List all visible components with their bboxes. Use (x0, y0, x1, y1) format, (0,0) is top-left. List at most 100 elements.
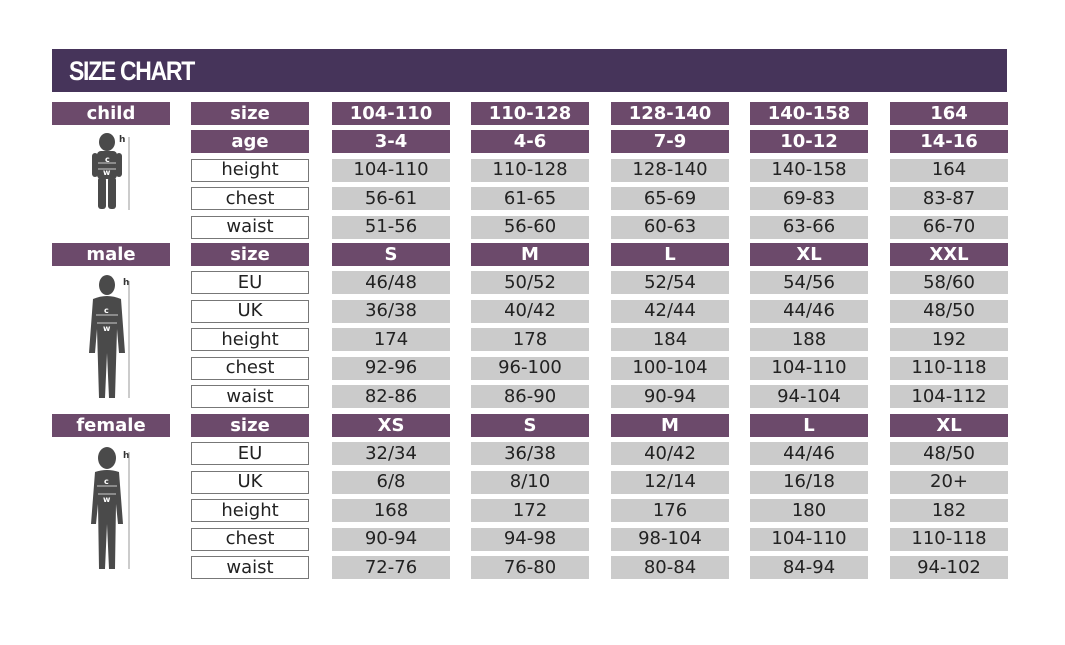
section-label-male: male (52, 243, 170, 266)
table-cell: 92-96 (332, 356, 450, 380)
svg-text:h: h (123, 451, 129, 461)
table-cell: 66-70 (890, 215, 1008, 239)
table-cell: 174 (332, 328, 450, 352)
table-cell: 14-16 (890, 130, 1008, 154)
table-cell: 48/50 (890, 299, 1008, 323)
table-cell: M (611, 414, 729, 437)
table-cell: 110-118 (890, 527, 1008, 551)
table-cell: 40/42 (471, 299, 589, 323)
row-label-eu: EU (191, 271, 309, 295)
svg-text:h: h (119, 135, 125, 145)
table-cell: 72-76 (332, 556, 450, 579)
svg-text:c: c (104, 306, 109, 315)
table-cell: 69-83 (750, 187, 868, 211)
svg-text:w: w (103, 495, 111, 504)
table-cell: 128-140 (611, 158, 729, 182)
table-cell: 46/48 (332, 271, 450, 295)
table-cell: XL (890, 414, 1008, 437)
table-cell: 96-100 (471, 356, 589, 380)
table-cell: 100-104 (611, 356, 729, 380)
table-cell: 65-69 (611, 187, 729, 211)
table-cell: 110-118 (890, 356, 1008, 380)
svg-text:w: w (103, 168, 111, 177)
table-cell: 76-80 (471, 556, 589, 579)
table-cell: 110-128 (471, 102, 589, 125)
table-cell: 61-65 (471, 187, 589, 211)
table-cell: 164 (890, 158, 1008, 182)
table-cell: 12/14 (611, 470, 729, 494)
table-cell: 104-112 (890, 385, 1008, 408)
table-cell: 140-158 (750, 158, 868, 182)
svg-text:w: w (103, 324, 111, 333)
table-cell: 7-9 (611, 130, 729, 154)
row-label-height: height (191, 499, 309, 523)
table-cell: 56-60 (471, 215, 589, 239)
table-cell: S (332, 243, 450, 266)
table-cell: 16/18 (750, 470, 868, 494)
table-cell: 192 (890, 328, 1008, 352)
row-label-uk: UK (191, 470, 309, 494)
table-cell: 94-104 (750, 385, 868, 408)
row-label-chest: chest (191, 527, 309, 551)
table-cell: 40/42 (611, 442, 729, 466)
table-cell: 83-87 (890, 187, 1008, 211)
table-cell: 44/46 (750, 299, 868, 323)
table-cell: 10-12 (750, 130, 868, 154)
table-cell: 42/44 (611, 299, 729, 323)
table-cell: 48/50 (890, 442, 1008, 466)
table-cell: 128-140 (611, 102, 729, 125)
table-cell: 168 (332, 499, 450, 523)
table-cell: 54/56 (750, 271, 868, 295)
table-cell: 63-66 (750, 215, 868, 239)
table-cell: 84-94 (750, 556, 868, 579)
table-cell: 80-84 (611, 556, 729, 579)
table-cell: L (750, 414, 868, 437)
table-cell: 94-98 (471, 527, 589, 551)
table-cell: M (471, 243, 589, 266)
table-cell: 60-63 (611, 215, 729, 239)
table-cell: 3-4 (332, 130, 450, 154)
table-cell: 104-110 (750, 356, 868, 380)
table-cell: 104-110 (332, 102, 450, 125)
table-cell: 104-110 (332, 158, 450, 182)
row-label-height: height (191, 158, 309, 182)
table-cell: 82-86 (332, 385, 450, 408)
row-label-age: age (191, 130, 309, 154)
row-label-waist: waist (191, 385, 309, 408)
row-label-chest: chest (191, 356, 309, 380)
table-cell: 164 (890, 102, 1008, 125)
table-cell: 20+ (890, 470, 1008, 494)
table-cell: L (611, 243, 729, 266)
section-label-female: female (52, 414, 170, 437)
table-cell: 4-6 (471, 130, 589, 154)
table-cell: XL (750, 243, 868, 266)
header-bar: SIZE CHART (52, 49, 1007, 92)
table-cell: S (471, 414, 589, 437)
row-label-size: size (191, 414, 309, 437)
table-cell: 184 (611, 328, 729, 352)
table-cell: 140-158 (750, 102, 868, 125)
table-cell: 172 (471, 499, 589, 523)
row-label-size: size (191, 102, 309, 125)
table-cell: 51-56 (332, 215, 450, 239)
table-cell: 104-110 (750, 527, 868, 551)
table-cell: 32/34 (332, 442, 450, 466)
table-cell: 188 (750, 328, 868, 352)
row-label-waist: waist (191, 215, 309, 239)
table-cell: 110-128 (471, 158, 589, 182)
row-label-chest: chest (191, 187, 309, 211)
svg-text:c: c (104, 477, 109, 486)
row-label-waist: waist (191, 556, 309, 579)
row-label-height: height (191, 328, 309, 352)
table-cell: 56-61 (332, 187, 450, 211)
table-cell: 8/10 (471, 470, 589, 494)
section-label-child: child (52, 102, 170, 125)
table-cell: 36/38 (332, 299, 450, 323)
page-title: SIZE CHART (69, 56, 195, 86)
svg-text:c: c (105, 155, 110, 164)
table-cell: 44/46 (750, 442, 868, 466)
table-cell: XXL (890, 243, 1008, 266)
